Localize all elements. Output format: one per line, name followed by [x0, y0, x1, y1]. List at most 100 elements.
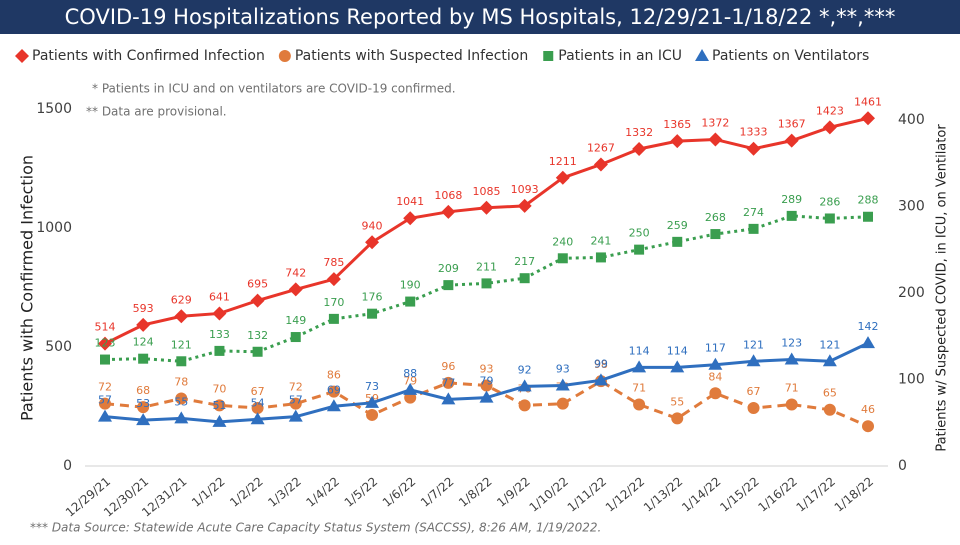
data-label: 133	[209, 328, 230, 341]
data-point	[441, 204, 456, 219]
data-label: 1085	[473, 185, 501, 198]
data-label: 289	[781, 193, 802, 206]
x-tick-label: 1/14/22	[679, 474, 723, 514]
data-point	[175, 392, 188, 405]
data-label: 1367	[778, 118, 806, 131]
data-label: 92	[518, 363, 532, 376]
data-point	[98, 409, 112, 422]
data-point	[98, 336, 112, 351]
data-point	[670, 360, 685, 373]
data-label: 629	[171, 293, 192, 306]
data-point	[748, 223, 759, 234]
data-label: 211	[476, 260, 497, 273]
data-label: 67	[251, 385, 265, 398]
legend-marker	[543, 51, 554, 61]
data-point	[824, 213, 835, 224]
data-label: 54	[251, 396, 265, 409]
x-tick-label: 1/12/22	[603, 474, 647, 514]
y-axis-label: Patients with Confirmed Infection	[18, 155, 37, 421]
data-label: 72	[98, 381, 112, 394]
note: ** Data are provisional.	[86, 105, 227, 119]
x-tick-label: 1/18/22	[832, 474, 876, 514]
data-point	[288, 282, 303, 297]
data-label: 1041	[396, 195, 424, 208]
data-point	[784, 133, 799, 148]
data-label: 88	[403, 367, 417, 380]
data-label: 84	[708, 370, 722, 383]
data-point	[288, 409, 303, 422]
data-point	[479, 390, 494, 403]
data-point	[863, 211, 873, 222]
data-point	[252, 346, 263, 357]
data-point	[250, 412, 265, 425]
data-label: 71	[785, 382, 799, 395]
data-point	[555, 378, 570, 391]
data-point	[672, 236, 683, 247]
x-tick-label: 1/15/22	[717, 474, 761, 514]
data-point	[289, 397, 302, 410]
y-tick-label: 1000	[36, 220, 72, 236]
data-point	[365, 235, 380, 250]
data-label: 514	[95, 321, 116, 334]
data-point	[212, 414, 227, 427]
data-point	[214, 345, 225, 356]
data-point	[632, 141, 647, 156]
data-point	[366, 408, 379, 421]
data-point	[593, 157, 608, 172]
data-point	[519, 273, 530, 284]
data-label: 93	[556, 363, 570, 376]
data-label: 53	[136, 397, 150, 410]
data-label: 1267	[587, 141, 615, 154]
data-label: 1461	[854, 95, 882, 108]
data-point	[822, 354, 837, 367]
data-label: 73	[365, 380, 379, 393]
data-label: 121	[171, 338, 192, 351]
data-label: 274	[743, 206, 764, 219]
data-point	[710, 229, 721, 240]
data-label: 79	[480, 375, 494, 388]
data-label: 96	[441, 360, 455, 373]
data-point	[137, 401, 150, 414]
y2-axis-label: Patients w/ Suspected COVID, in ICU, on …	[935, 124, 950, 452]
data-point	[633, 398, 646, 411]
legend-label: Patients on Ventilators	[712, 48, 869, 64]
legend-label: Patients with Suspected Infection	[295, 48, 528, 64]
y2-tick-label: 0	[898, 458, 907, 474]
data-label: 51	[212, 399, 226, 412]
data-point	[365, 395, 380, 408]
x-tick-label: 1/6/22	[380, 474, 419, 510]
x-tick-label: 1/1/22	[189, 474, 228, 510]
data-label: 176	[362, 291, 383, 304]
data-point	[555, 170, 570, 185]
data-point	[747, 402, 760, 415]
data-point	[403, 211, 418, 226]
legend-marker	[15, 49, 29, 63]
data-label: 641	[209, 290, 230, 303]
data-point	[326, 272, 341, 287]
data-label: 170	[323, 296, 344, 309]
data-label: 209	[438, 262, 459, 275]
data-point	[861, 336, 875, 349]
legend-marker	[695, 49, 710, 61]
data-label: 1211	[549, 155, 577, 168]
data-label: 117	[705, 342, 726, 355]
data-point	[212, 306, 227, 321]
y-tick-label: 1500	[36, 101, 72, 117]
data-point	[746, 141, 761, 156]
data-label: 1423	[816, 104, 844, 117]
source-note: *** Data Source: Statewide Acute Care Ca…	[30, 521, 601, 535]
data-label: 240	[552, 235, 573, 248]
data-point	[251, 402, 264, 415]
data-label: 259	[667, 219, 688, 232]
data-label: 742	[285, 266, 306, 279]
data-point	[442, 376, 455, 389]
data-label: 149	[285, 314, 306, 327]
data-label: 123	[95, 337, 116, 350]
y2-tick-label: 400	[898, 112, 925, 128]
data-point	[405, 296, 416, 307]
data-label: 190	[400, 279, 421, 292]
data-point	[595, 252, 606, 263]
data-point	[138, 353, 149, 364]
data-point	[443, 280, 454, 291]
data-point	[327, 385, 340, 398]
